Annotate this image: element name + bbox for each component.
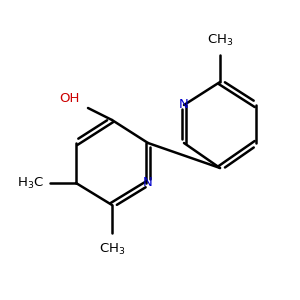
- Text: H$_3$C: H$_3$C: [17, 176, 44, 190]
- Text: N: N: [143, 176, 153, 190]
- Text: CH$_3$: CH$_3$: [207, 33, 233, 48]
- Text: N: N: [179, 98, 189, 112]
- Text: CH$_3$: CH$_3$: [99, 242, 125, 257]
- Text: OH: OH: [60, 92, 80, 105]
